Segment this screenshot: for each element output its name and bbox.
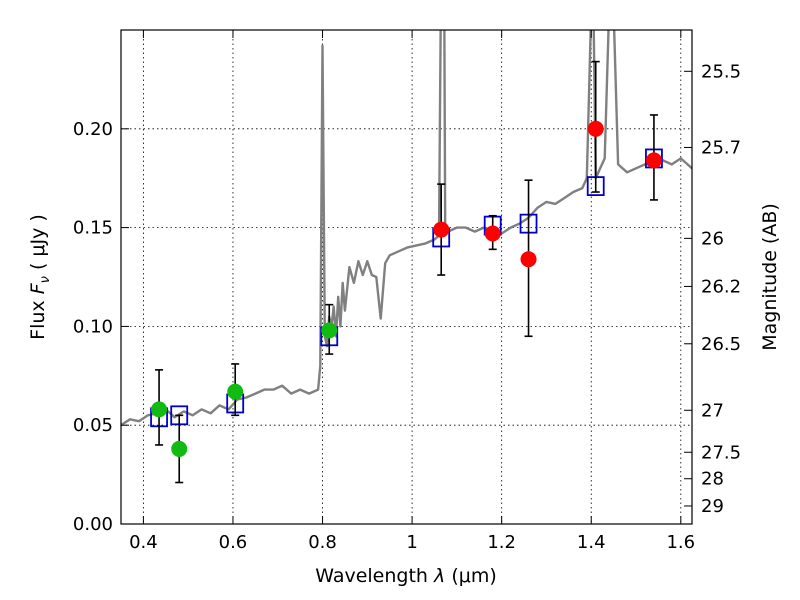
red-point (520, 251, 537, 268)
x-tick-label: 0.6 (219, 532, 248, 553)
y-tick-label: 0.10 (73, 316, 113, 337)
magnitude-tick-label: 27.5 (701, 442, 741, 463)
axes: 0.4 0.6 0.8 1 1.2 1.4 1.6 0.00 0.05 0.10 0.15 0.20 2… (73, 30, 741, 553)
plot-frame (120, 29, 693, 525)
x-tick-label: 0.4 (129, 532, 158, 553)
red-point (587, 120, 604, 137)
green-point (171, 440, 188, 457)
right-axis-label: Magnitude (AB) (759, 203, 781, 351)
y-axis-label: Flux Fν ( μJy ) (27, 214, 53, 340)
red-point (433, 221, 450, 238)
magnitude-tick-label: 25.7 (701, 137, 741, 158)
magnitude-tick-label: 25.5 (701, 61, 741, 82)
green-point (151, 401, 168, 418)
magnitude-tick-label: 27 (701, 400, 724, 421)
y-tick-label: 0.05 (73, 415, 113, 436)
x-tick-label: 1.4 (577, 532, 606, 553)
magnitude-tick-label: 26 (701, 228, 724, 249)
y-tick-label: 0.15 (73, 218, 113, 239)
magnitude-tick-label: 28 (701, 469, 724, 490)
x-axis-label: Wavelength λ (μm) (315, 565, 496, 587)
magnitude-tick-label: 29 (701, 496, 724, 517)
green-point (227, 383, 244, 400)
magnitude-tick-label: 26.2 (701, 276, 741, 297)
y-tick-label: 0.00 (73, 514, 113, 535)
red-point (645, 152, 662, 169)
red-point (484, 225, 501, 242)
x-tick-label: 1.2 (487, 532, 516, 553)
green-point (321, 322, 338, 339)
x-tick-label: 1.6 (666, 532, 695, 553)
y-tick-label: 0.20 (73, 119, 113, 140)
plot-area (121, 30, 692, 484)
magnitude-tick-label: 26.5 (701, 334, 741, 355)
x-tick-label: 1 (406, 532, 417, 553)
x-tick-label: 0.8 (308, 532, 337, 553)
template-spectrum-line (121, 30, 692, 427)
